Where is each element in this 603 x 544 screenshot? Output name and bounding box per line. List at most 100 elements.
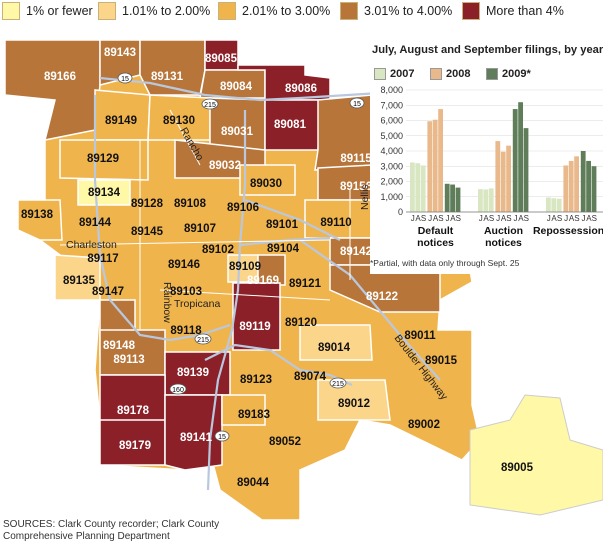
chart-legend-swatch [486, 68, 498, 80]
zip-label-89102: 89102 [202, 244, 234, 256]
zip-label-89169: 89169 [247, 275, 279, 287]
bar-repossessions-2007-A [551, 198, 557, 212]
month-label: S [592, 214, 597, 223]
zip-label-89081: 89081 [274, 119, 307, 131]
filings-chart: July, August and September filings, by y… [370, 44, 603, 274]
chart-legend-2009: 2009* [486, 68, 531, 80]
zip-89030-area [239, 164, 296, 196]
legend-item-4: 3.01% to 4.00% [340, 2, 452, 20]
zip-label-89123: 89123 [240, 374, 272, 386]
zip-label-89143: 89143 [104, 47, 136, 59]
bar-default-notices-2009-J [444, 183, 450, 212]
zip-label-89145: 89145 [131, 226, 164, 238]
y-tick-label: 1,000 [380, 192, 403, 202]
legend-item-1: 1% or fewer [2, 2, 93, 20]
month-label: J [479, 214, 483, 223]
bar-auction-notices-2009-J [512, 109, 518, 212]
zip-89012-area [317, 379, 391, 421]
zip-label-89139: 89139 [177, 367, 209, 379]
month-label: A [551, 214, 557, 223]
bar-repossessions-2008-A [568, 160, 574, 212]
month-label: J [547, 214, 551, 223]
month-label: S [421, 214, 426, 223]
zip-label-89119: 89119 [239, 321, 270, 333]
zip-label-89101: 89101 [266, 219, 299, 231]
zip-label-89149: 89149 [105, 115, 137, 127]
y-tick-label: 7,000 [380, 100, 403, 110]
y-tick-label: 0 [398, 207, 403, 217]
legend-swatch [340, 2, 358, 20]
highway-shield-215-north: 215 [201, 98, 219, 110]
zip-label-89074: 89074 [294, 371, 327, 383]
month-label: A [586, 214, 592, 223]
bar-auction-notices-2008-J [495, 141, 501, 212]
zip-label-89179: 89179 [119, 440, 151, 452]
bar-repossessions-2009-J [580, 151, 586, 212]
chart-plot: 0 1,000 2,000 3,000 4,000 5,000 6,000 7,000 8,00… [380, 85, 603, 249]
legend-item-3: 2.01% to 3.00% [218, 2, 330, 20]
bar-repossessions-2008-S [574, 156, 579, 212]
zip-label-89014: 89014 [318, 342, 351, 354]
zip-label-89147: 89147 [92, 286, 124, 298]
highway-shield-215-south: 215 [194, 333, 212, 345]
y-tick-label: 8,000 [380, 85, 403, 95]
group-label-line2: notices [417, 237, 454, 249]
zip-89169-area [257, 254, 286, 286]
bar-default-notices-2009-S [455, 187, 461, 212]
zip-label-89015: 89015 [425, 355, 458, 367]
zip-89119-area [232, 282, 281, 351]
group-label-line1: Auction [484, 225, 523, 237]
month-label: A [433, 214, 439, 223]
chart-legend-label: 2008 [446, 68, 471, 80]
legend-label: 3.01% to 4.00% [364, 4, 453, 18]
legend: 1% or fewer 1.01% to 2.00% 2.01% to 3.00… [0, 0, 603, 24]
zip-89166-area [4, 39, 101, 141]
legend-label: 1.01% to 2.00% [122, 4, 211, 18]
bar-default-notices-2007-J [410, 162, 415, 212]
zip-label-89135: 89135 [63, 275, 96, 287]
highway-shield-15-north: 15 [117, 72, 133, 84]
highway-shield-15-northeast: 15 [349, 97, 365, 109]
month-label: S [574, 214, 579, 223]
zip-label-89122: 89122 [366, 291, 398, 303]
month-label: S [489, 214, 494, 223]
chart-legend-2007: 2007 [374, 68, 414, 80]
zip-label-89103: 89103 [170, 286, 202, 298]
highway-shield-15-south: 15 [214, 430, 230, 442]
legend-label: 1% or fewer [26, 4, 93, 18]
zip-label-89178: 89178 [117, 405, 150, 417]
svg-text:160: 160 [172, 387, 184, 394]
sources-line-2: Comprehensive Planning Department [3, 531, 170, 542]
bar-default-notices-2009-A [450, 184, 455, 212]
month-label: S [438, 214, 443, 223]
zip-label-89012: 89012 [338, 398, 370, 410]
zip-89005-area [469, 394, 603, 516]
zip-label-89118: 89118 [170, 325, 202, 337]
legend-swatch [218, 2, 236, 20]
legend-item-2: 1.01% to 2.00% [98, 2, 210, 20]
sources-line-1: SOURCES: Clark County recorder; Clark Co… [3, 519, 220, 530]
svg-text:15: 15 [353, 101, 361, 108]
svg-text:215: 215 [204, 102, 216, 109]
road-label-charleston: Charleston [66, 239, 117, 251]
zip-label-89156: 89156 [340, 181, 372, 193]
zip-label-89141: 89141 [180, 432, 213, 444]
road-label-nellis: Nellis [359, 184, 371, 210]
highway-shield-160: 160 [169, 383, 187, 395]
zip-label-89129: 89129 [87, 153, 119, 165]
bar-repossessions-2009-S [591, 166, 597, 212]
zip-label-89032: 89032 [209, 160, 241, 172]
month-label: A [518, 214, 524, 223]
month-label: A [569, 214, 575, 223]
zip-89178-area [99, 374, 166, 426]
legend-label: 2.01% to 3.00% [242, 4, 331, 18]
zip-label-89183: 89183 [238, 409, 270, 421]
zip-label-89131: 89131 [151, 71, 184, 83]
bar-repossessions-2007-S [556, 198, 562, 212]
month-label: S [524, 214, 529, 223]
zip-label-89109: 89109 [229, 261, 261, 273]
zip-label-89134: 89134 [88, 187, 121, 199]
bar-auction-notices-2007-A [483, 189, 489, 212]
bar-auction-notices-2007-S [488, 188, 494, 212]
road-label-tropicana: Tropicana [174, 298, 220, 310]
